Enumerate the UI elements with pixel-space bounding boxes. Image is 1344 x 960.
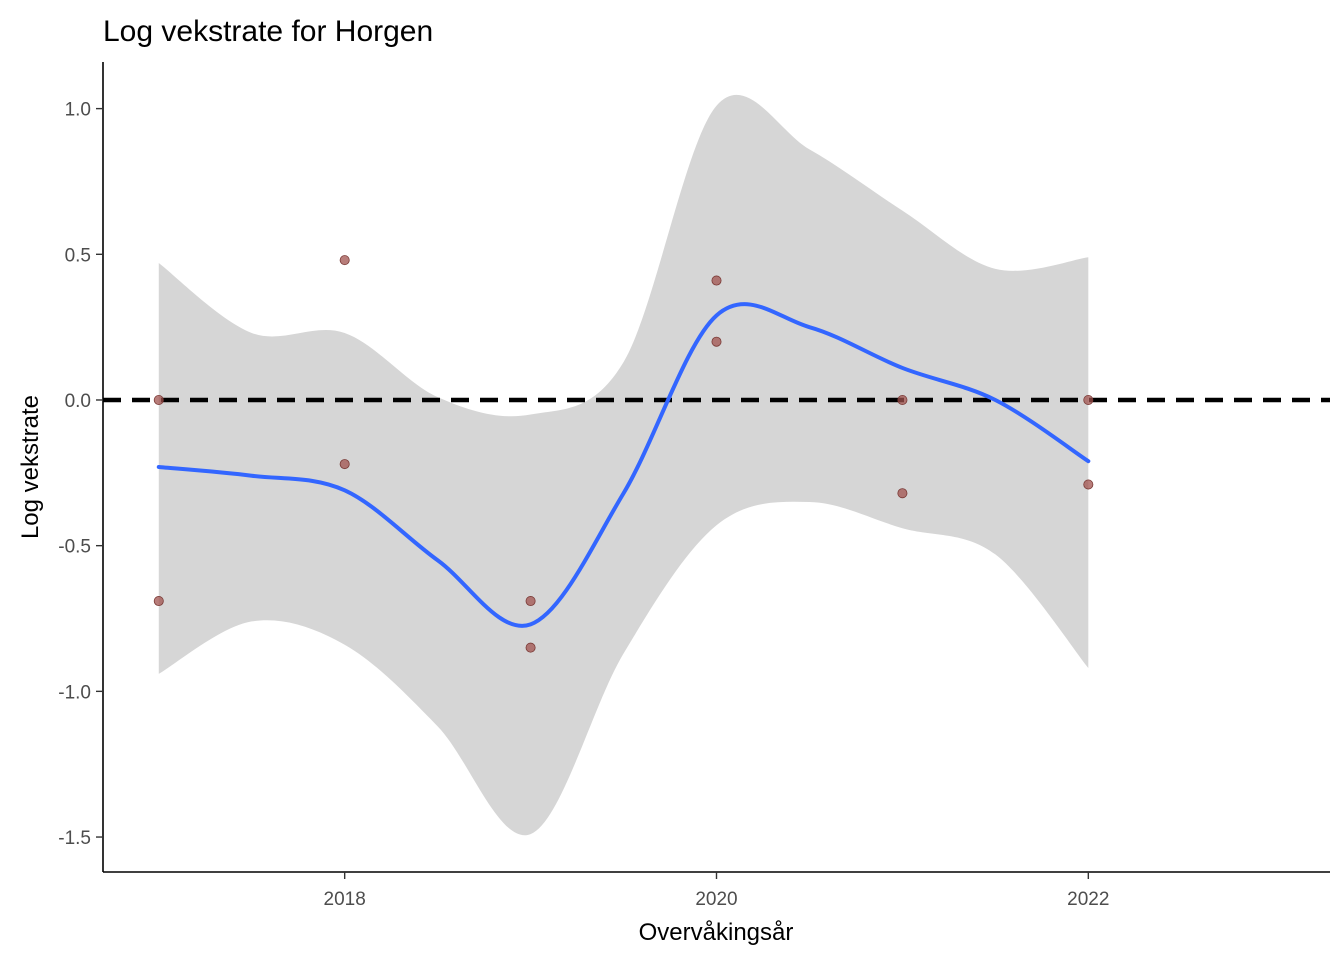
data-point <box>339 459 350 470</box>
data-point <box>1083 394 1094 405</box>
y-axis-title: Log vekstrate <box>17 395 44 539</box>
data-point <box>525 642 536 653</box>
y-tick-label: 0.0 <box>65 391 91 412</box>
ticks: 1.0 0.5 0.0 -0.5 -1.0 -1.5 2018 2020 2022 <box>58 100 1109 910</box>
y-tick-label: -1.5 <box>58 828 91 849</box>
x-axis-title: Overvåkingsår <box>639 919 794 946</box>
data-point <box>897 488 908 499</box>
y-tick-label: -0.5 <box>58 537 91 558</box>
x-tick-label: 2018 <box>324 889 366 910</box>
chart-title: Log vekstrate for Horgen <box>103 15 433 48</box>
data-point <box>339 255 350 266</box>
confidence-band <box>158 94 1089 836</box>
data-point <box>711 336 722 347</box>
data-point <box>153 596 164 607</box>
data-point <box>1083 479 1094 490</box>
data-point <box>153 394 164 405</box>
y-tick-label: 0.5 <box>65 245 91 266</box>
smooth-trend-line <box>156 302 1091 628</box>
data-point <box>525 596 536 607</box>
x-tick-label: 2020 <box>695 889 737 910</box>
data-point <box>897 394 908 405</box>
y-tick-label: -1.0 <box>58 682 91 703</box>
x-tick-label: 2022 <box>1067 889 1109 910</box>
data-point <box>711 275 722 286</box>
plot-area <box>103 94 1330 836</box>
y-tick-label: 1.0 <box>65 100 91 121</box>
